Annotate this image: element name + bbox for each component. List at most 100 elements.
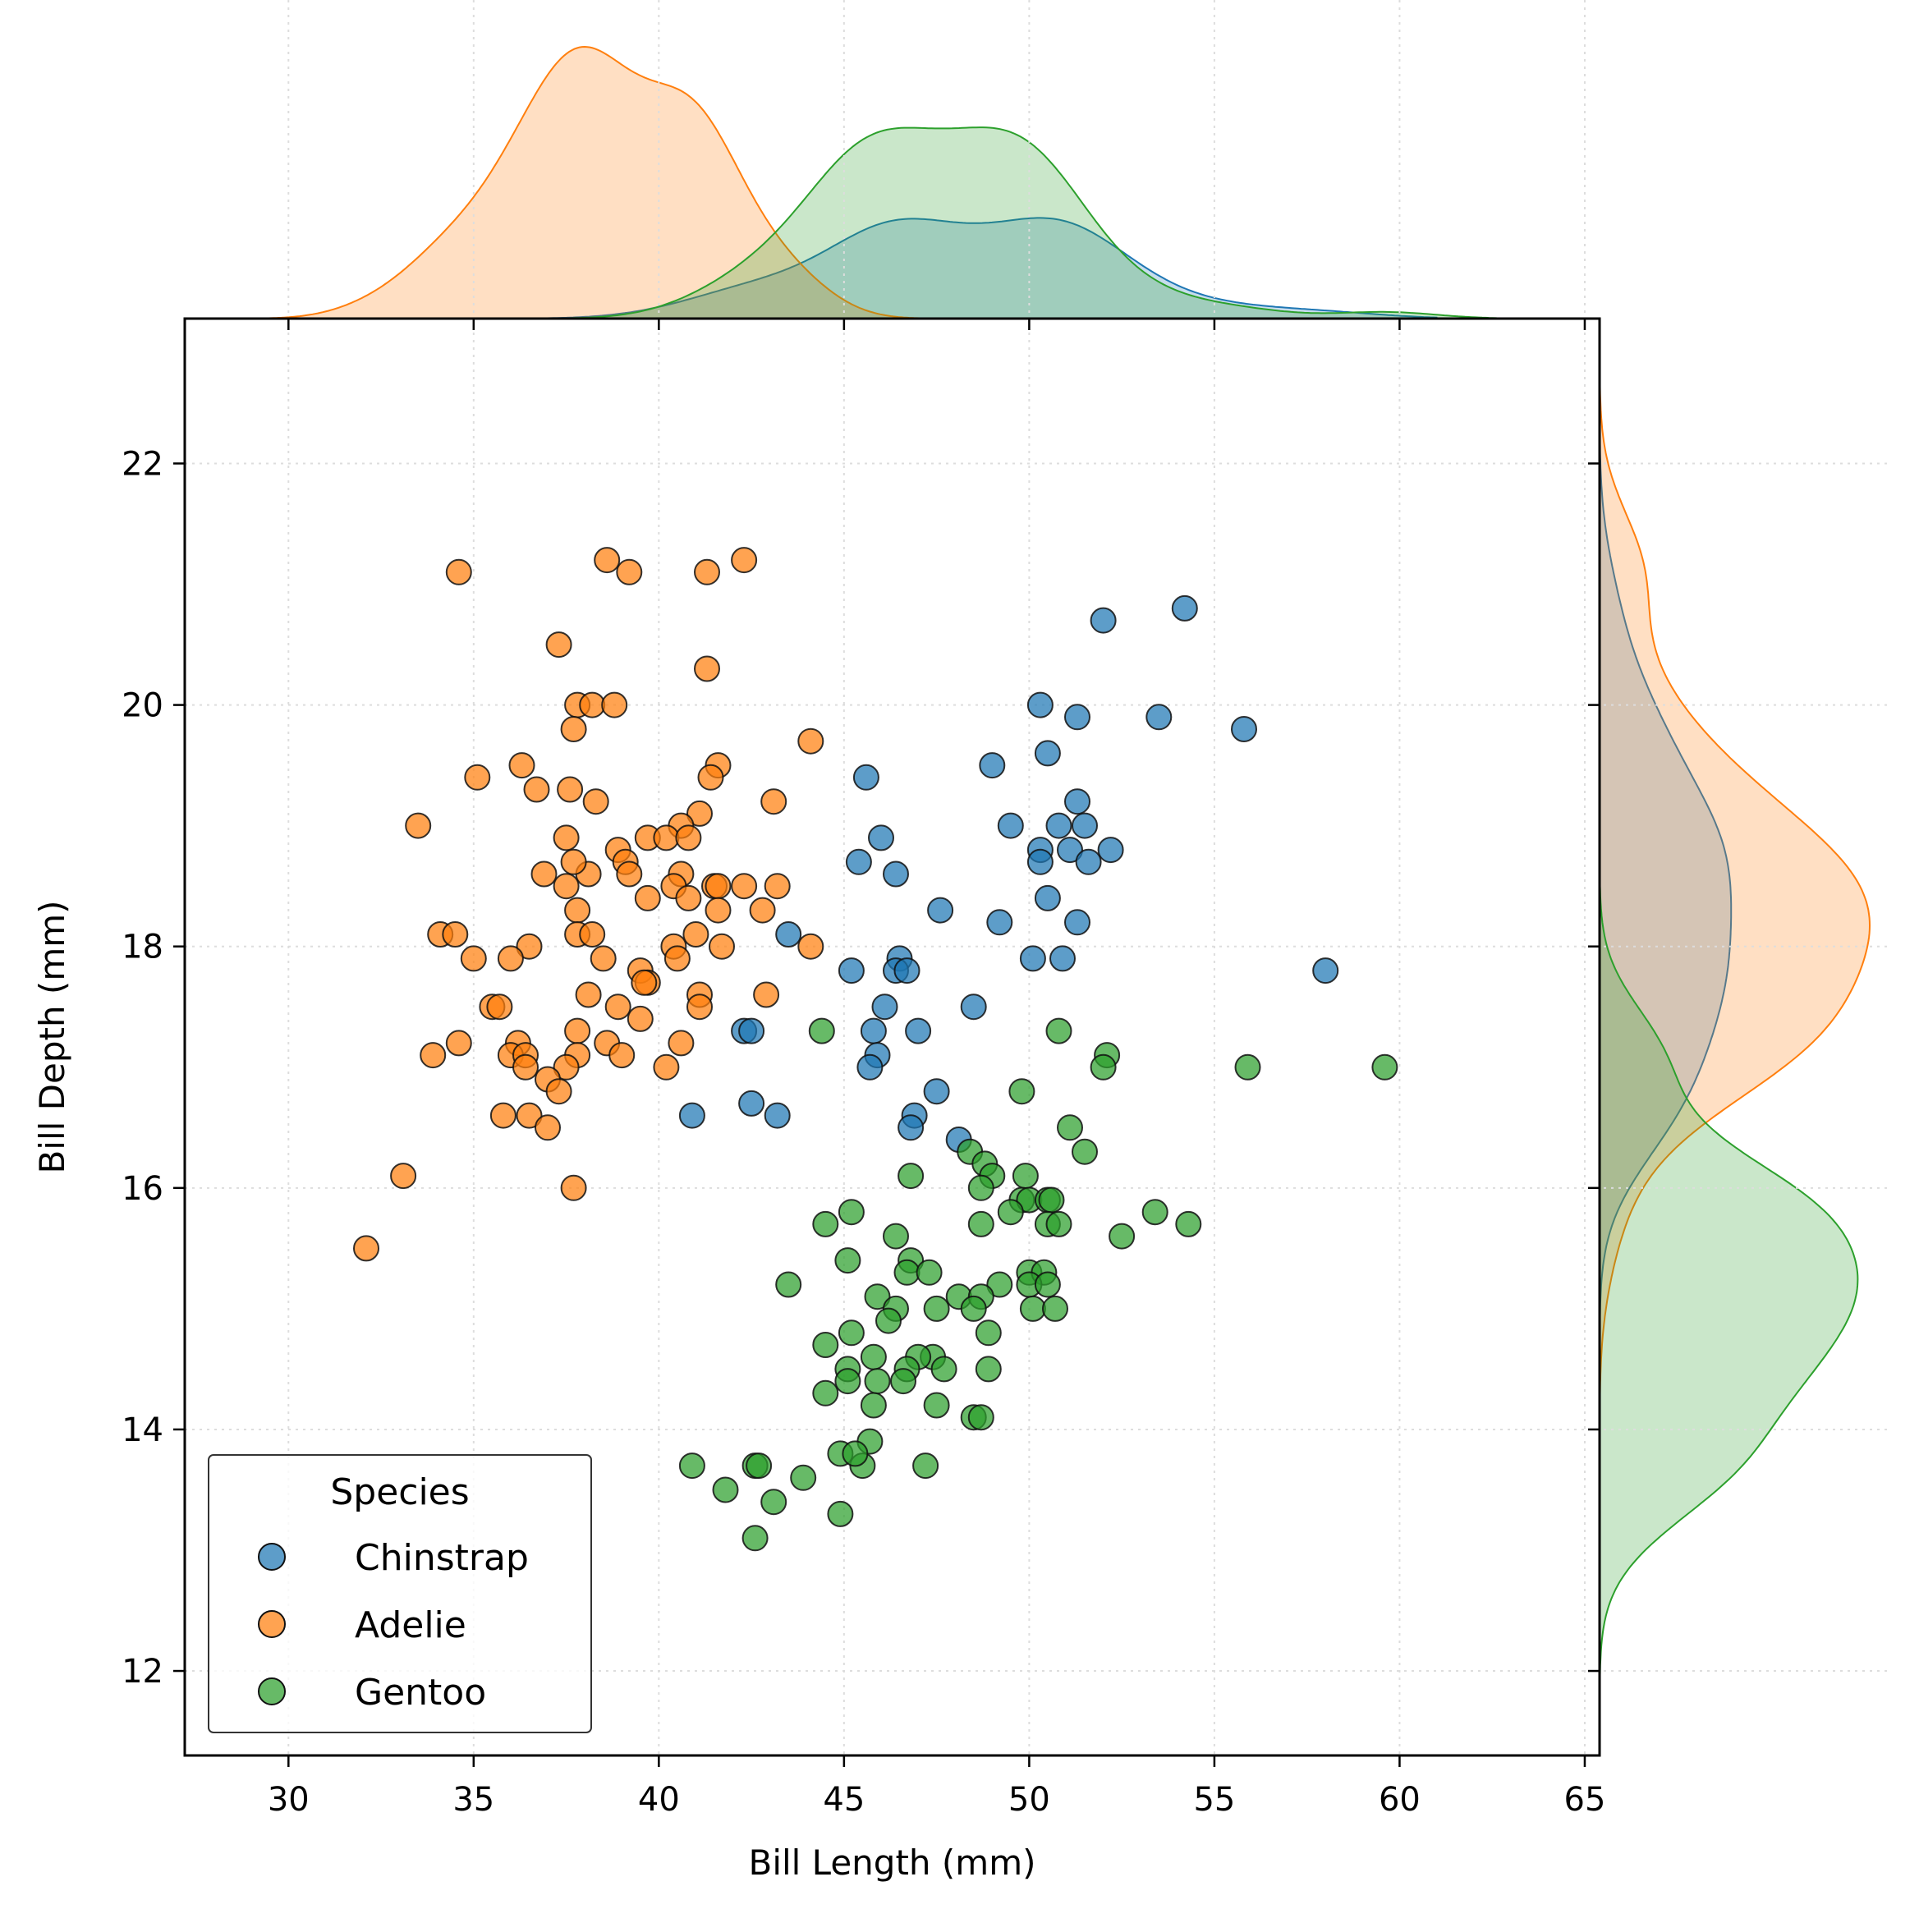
point-chinstrap xyxy=(905,1017,932,1044)
point-gentoo xyxy=(1090,1053,1117,1081)
point-adelie xyxy=(523,776,550,803)
x-tick-label: 40 xyxy=(638,1781,680,1819)
point-adelie xyxy=(564,1017,591,1044)
point-adelie xyxy=(545,1078,572,1105)
point-gentoo xyxy=(960,1295,987,1322)
point-gentoo xyxy=(842,1440,869,1467)
point-chinstrap xyxy=(1145,704,1173,731)
point-adelie xyxy=(675,824,702,851)
point-adelie xyxy=(709,933,735,960)
point-gentoo xyxy=(883,1223,909,1250)
point-gentoo xyxy=(986,1271,1013,1298)
point-gentoo xyxy=(678,1452,705,1480)
point-adelie xyxy=(560,1174,587,1201)
point-chinstrap xyxy=(775,921,802,948)
point-adelie xyxy=(627,1005,654,1032)
point-chinstrap xyxy=(927,897,954,924)
point-gentoo xyxy=(1234,1053,1261,1081)
legend-item-adelie[interactable]: Adelie xyxy=(258,1604,466,1646)
x-tick-label: 35 xyxy=(452,1781,494,1819)
point-gentoo xyxy=(838,1199,865,1226)
legend-marker xyxy=(258,1677,286,1705)
point-chinstrap xyxy=(1075,848,1102,875)
point-gentoo xyxy=(834,1247,861,1274)
point-gentoo xyxy=(1019,1295,1046,1322)
kde-right-chinstrap xyxy=(1599,426,1733,1442)
point-chinstrap xyxy=(845,848,872,875)
point-chinstrap xyxy=(960,994,987,1021)
point-adelie xyxy=(512,1053,539,1081)
point-adelie xyxy=(760,788,787,815)
point-chinstrap xyxy=(883,860,909,888)
point-gentoo xyxy=(1141,1199,1168,1226)
point-chinstrap xyxy=(738,1090,765,1117)
point-chinstrap xyxy=(1090,607,1117,634)
legend[interactable]: Species Chinstrap Adelie Gentoo xyxy=(208,1454,592,1733)
y-tick-label: 22 xyxy=(122,445,163,483)
kde-right-gentoo xyxy=(1599,848,1859,1755)
point-adelie xyxy=(705,897,732,924)
point-adelie xyxy=(616,558,643,585)
legend-item-chinstrap[interactable]: Chinstrap xyxy=(258,1537,529,1579)
legend-item-gentoo[interactable]: Gentoo xyxy=(258,1672,486,1714)
point-adelie xyxy=(731,547,758,574)
main-axes-frame xyxy=(183,317,1601,1757)
point-adelie xyxy=(686,994,713,1021)
point-chinstrap xyxy=(1231,716,1257,742)
point-adelie xyxy=(516,933,543,960)
point-gentoo xyxy=(741,1525,769,1552)
point-adelie xyxy=(535,1114,561,1141)
point-adelie xyxy=(686,800,713,827)
point-adelie xyxy=(405,812,432,839)
point-gentoo xyxy=(967,1174,994,1201)
point-chinstrap xyxy=(1312,957,1339,984)
point-gentoo xyxy=(930,1356,957,1383)
point-gentoo xyxy=(923,1392,950,1419)
y-axis-label: Bill Depth (mm) xyxy=(32,900,72,1173)
point-adelie xyxy=(553,1053,580,1081)
point-chinstrap xyxy=(986,909,1013,936)
point-gentoo xyxy=(827,1500,854,1527)
point-adelie xyxy=(601,691,628,718)
point-adelie xyxy=(445,1030,472,1057)
point-adelie xyxy=(464,764,491,791)
point-chinstrap xyxy=(1072,812,1098,839)
point-gentoo xyxy=(923,1295,950,1322)
point-adelie xyxy=(553,824,580,851)
legend-label: Adelie xyxy=(355,1604,466,1646)
point-adelie xyxy=(557,776,584,803)
point-adelie xyxy=(582,788,609,815)
point-gentoo xyxy=(746,1452,773,1480)
kde-top-chinstrap xyxy=(470,217,1438,319)
point-adelie xyxy=(445,558,472,585)
point-adelie xyxy=(560,716,587,742)
point-adelie xyxy=(353,1235,379,1262)
point-gentoo xyxy=(893,1259,920,1286)
point-adelie xyxy=(560,848,587,875)
point-gentoo xyxy=(898,1163,925,1190)
point-chinstrap xyxy=(1171,594,1198,622)
point-gentoo xyxy=(775,1271,802,1298)
point-chinstrap xyxy=(764,1102,791,1129)
kde-top-gentoo xyxy=(470,126,1497,319)
point-chinstrap xyxy=(893,957,920,984)
point-gentoo xyxy=(808,1017,835,1044)
point-adelie xyxy=(604,994,631,1021)
point-adelie xyxy=(653,1053,680,1081)
y-tick-label: 14 xyxy=(122,1411,163,1449)
y-tick-label: 20 xyxy=(122,687,163,725)
x-axis-label: Bill Length (mm) xyxy=(749,1843,1036,1883)
legend-marker xyxy=(258,1543,286,1571)
point-chinstrap xyxy=(852,764,879,791)
point-gentoo xyxy=(1042,1295,1068,1322)
point-gentoo xyxy=(1175,1210,1202,1237)
point-adelie xyxy=(460,945,487,972)
point-adelie xyxy=(675,884,702,911)
point-gentoo xyxy=(1109,1223,1136,1250)
legend-box xyxy=(208,1454,592,1733)
point-adelie xyxy=(486,994,513,1021)
point-gentoo xyxy=(997,1199,1024,1226)
point-gentoo xyxy=(1008,1078,1035,1105)
point-adelie xyxy=(668,1030,695,1057)
